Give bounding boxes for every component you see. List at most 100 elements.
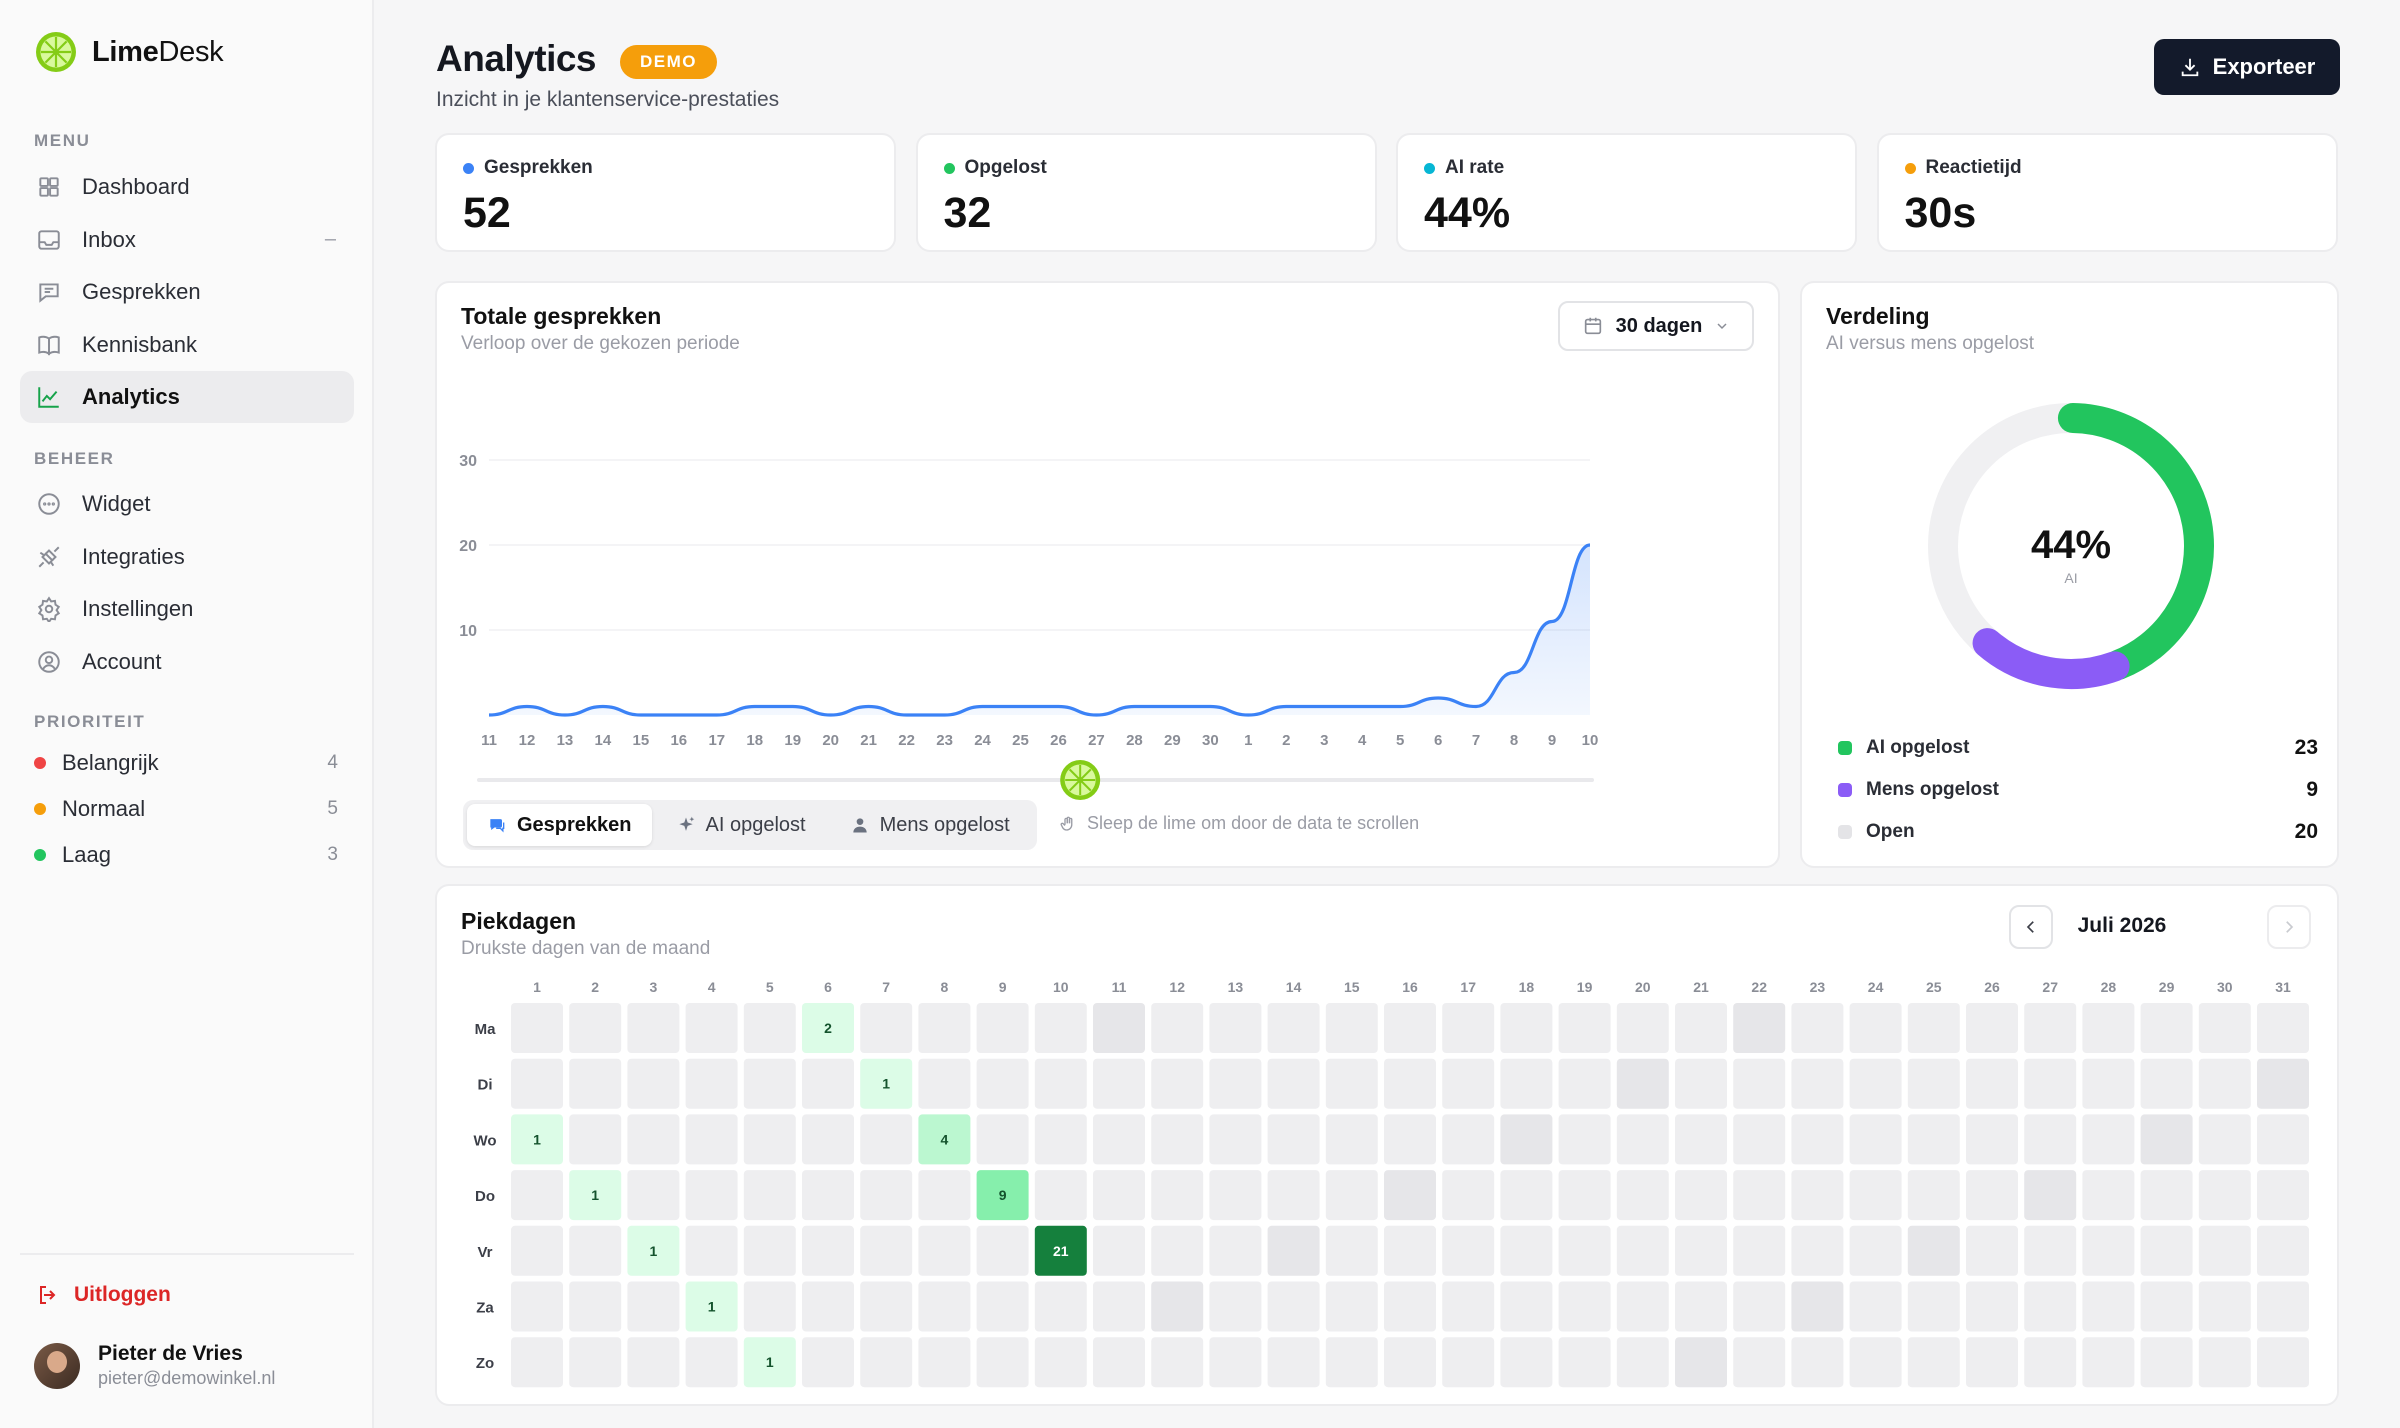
heatmap-cell[interactable] [1849, 1114, 1902, 1165]
heatmap-cell[interactable] [2140, 1225, 2193, 1276]
heatmap-cell[interactable] [1325, 1225, 1378, 1276]
heatmap-cell[interactable] [976, 1281, 1029, 1332]
heatmap-cell[interactable] [511, 1058, 563, 1109]
heatmap-cell[interactable] [511, 1225, 563, 1276]
sidebar-item-dashboard[interactable]: Dashboard [20, 161, 354, 213]
heatmap-cell[interactable] [2082, 1225, 2135, 1276]
heatmap-cell[interactable] [1267, 1281, 1320, 1332]
heatmap-cell[interactable] [1966, 1281, 2018, 1332]
heatmap-cell[interactable] [2140, 1170, 2193, 1221]
heatmap-cell[interactable] [1849, 1225, 1902, 1276]
heatmap-cell[interactable] [1267, 1114, 1320, 1165]
heatmap-cell[interactable] [1907, 1281, 1960, 1332]
heatmap-cell[interactable] [802, 1281, 854, 1332]
heatmap-cell[interactable] [1093, 1003, 1145, 1053]
heatmap-cell[interactable] [1733, 1058, 1786, 1109]
heatmap-cell[interactable] [1384, 1170, 1436, 1221]
prev-month-button[interactable] [2009, 905, 2053, 949]
user-profile[interactable]: Pieter de Vries pieter@demowinkel.nl [34, 1342, 275, 1389]
heatmap-cell[interactable] [743, 1058, 796, 1109]
heatmap-cell[interactable] [2140, 1337, 2193, 1388]
heatmap-cell[interactable] [569, 1225, 622, 1276]
heatmap-cell[interactable] [1209, 1337, 1262, 1388]
heatmap-cell[interactable] [511, 1003, 563, 1053]
export-button[interactable]: Exporteer [2154, 39, 2340, 95]
heatmap-cell[interactable] [569, 1170, 622, 1221]
heatmap-cell[interactable] [1849, 1058, 1902, 1109]
heatmap-cell[interactable] [2257, 1058, 2309, 1109]
heatmap-cell[interactable] [1325, 1003, 1378, 1053]
heatmap-cell[interactable] [1034, 1225, 1087, 1276]
heatmap-cell[interactable] [1675, 1225, 1727, 1276]
heatmap-cell[interactable] [1151, 1170, 1204, 1221]
heatmap-cell[interactable] [1616, 1281, 1669, 1332]
heatmap-cell[interactable] [1034, 1170, 1087, 1221]
heatmap-cell[interactable] [1675, 1170, 1727, 1221]
heatmap-cell[interactable] [1209, 1114, 1262, 1165]
heatmap-cell[interactable] [1907, 1337, 1960, 1388]
heatmap-cell[interactable] [2024, 1281, 2077, 1332]
heatmap-cell[interactable] [2082, 1058, 2135, 1109]
heatmap-cell[interactable] [1849, 1281, 1902, 1332]
heatmap-cell[interactable] [1791, 1337, 1844, 1388]
heatmap-cell[interactable] [685, 1058, 738, 1109]
heatmap-cell[interactable] [511, 1114, 563, 1165]
heatmap-cell[interactable] [743, 1281, 796, 1332]
heatmap-cell[interactable] [802, 1225, 854, 1276]
heatmap-cell[interactable] [1034, 1337, 1087, 1388]
heatmap-cell[interactable] [2082, 1003, 2135, 1053]
heatmap-cell[interactable] [860, 1003, 913, 1053]
heatmap-cell[interactable] [1616, 1170, 1669, 1221]
heatmap-cell[interactable] [1616, 1337, 1669, 1388]
heatmap-cell[interactable] [1442, 1058, 1495, 1109]
heatmap-cell[interactable] [1558, 1058, 1611, 1109]
heatmap-cell[interactable] [1500, 1281, 1553, 1332]
heatmap-cell[interactable] [1966, 1225, 2018, 1276]
heatmap-cell[interactable] [918, 1058, 971, 1109]
heatmap-cell[interactable] [1907, 1058, 1960, 1109]
heatmap-cell[interactable] [569, 1003, 622, 1053]
heatmap-cell[interactable] [1209, 1058, 1262, 1109]
donut-slice-ai-opgelost[interactable] [2057, 403, 2214, 680]
heatmap-cell[interactable] [976, 1337, 1029, 1388]
heatmap-cell[interactable] [802, 1170, 854, 1221]
heatmap-cell[interactable] [743, 1114, 796, 1165]
heatmap-cell[interactable] [1849, 1170, 1902, 1221]
sidebar-item-instellingen[interactable]: Instellingen [20, 583, 354, 635]
heatmap-cell[interactable] [2140, 1114, 2193, 1165]
heatmap-cell[interactable] [1907, 1170, 1960, 1221]
heatmap-cell[interactable] [2198, 1170, 2251, 1221]
heatmap-cell[interactable] [1384, 1281, 1436, 1332]
heatmap-cell[interactable] [1907, 1114, 1960, 1165]
tab-ai-opgelost[interactable]: AI opgelost [656, 804, 826, 846]
heatmap-cell[interactable] [1616, 1114, 1669, 1165]
heatmap-cell[interactable] [511, 1337, 563, 1388]
heatmap-cell[interactable] [1733, 1003, 1786, 1053]
heatmap-cell[interactable] [1384, 1003, 1436, 1053]
heatmap-cell[interactable] [2198, 1114, 2251, 1165]
heatmap-cell[interactable] [685, 1170, 738, 1221]
heatmap-cell[interactable] [1558, 1337, 1611, 1388]
heatmap-cell[interactable] [685, 1003, 738, 1053]
heatmap-cell[interactable] [1500, 1170, 1553, 1221]
heatmap-cell[interactable] [1209, 1225, 1262, 1276]
sidebar-item-inbox[interactable]: Inbox – [20, 214, 354, 266]
heatmap-cell[interactable] [1791, 1170, 1844, 1221]
heatmap-cell[interactable] [802, 1003, 854, 1053]
heatmap-cell[interactable] [1034, 1281, 1087, 1332]
heatmap-cell[interactable] [685, 1225, 738, 1276]
heatmap-cell[interactable] [2257, 1337, 2309, 1388]
heatmap-cell[interactable] [1558, 1225, 1611, 1276]
heatmap-cell[interactable] [1675, 1058, 1727, 1109]
heatmap-cell[interactable] [1791, 1114, 1844, 1165]
sidebar-item-integraties[interactable]: Integraties [20, 531, 354, 583]
heatmap-cell[interactable] [2198, 1003, 2251, 1053]
priority-belangrijk[interactable]: Belangrijk 4 [34, 750, 338, 776]
heatmap-cell[interactable] [627, 1003, 680, 1053]
heatmap-cell[interactable] [2198, 1281, 2251, 1332]
heatmap-cell[interactable] [1966, 1170, 2018, 1221]
heatmap-cell[interactable] [1442, 1114, 1495, 1165]
heatmap-cell[interactable] [2024, 1003, 2077, 1053]
heatmap-cell[interactable] [1034, 1114, 1087, 1165]
heatmap-cell[interactable] [1791, 1058, 1844, 1109]
